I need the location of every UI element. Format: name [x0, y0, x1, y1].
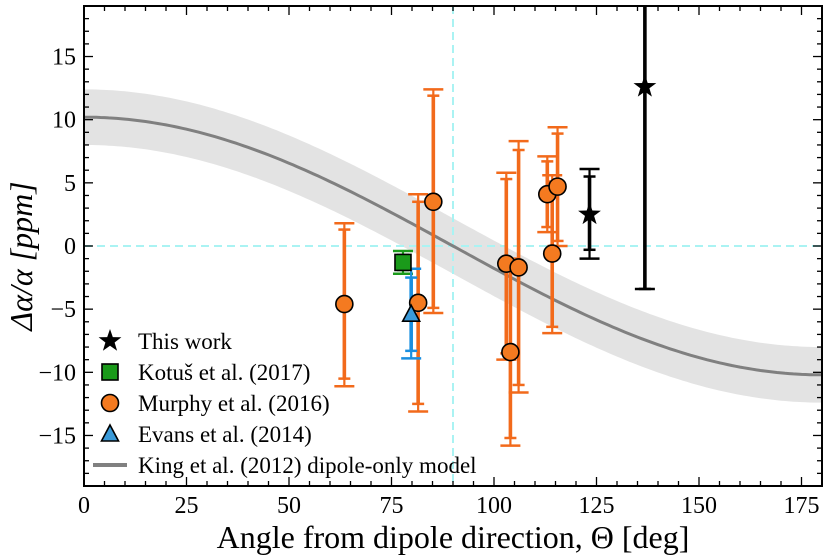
error-bars — [334, 6, 655, 447]
y-tick-label: 5 — [64, 171, 76, 197]
legend: This work Kotuš et al. (2017) Murphy et al… — [93, 329, 477, 478]
marker-s2-p0 — [335, 294, 354, 314]
x-tick-label: 50 — [277, 493, 301, 519]
legend-marker-3 — [100, 423, 120, 442]
marker-s1-p0 — [394, 253, 412, 272]
marker-s2-p7 — [542, 244, 562, 263]
y-tick-label: 15 — [52, 45, 76, 71]
legend-label-2: Murphy et al. (2016) — [138, 391, 330, 416]
legend-label-1: Kotuš et al. (2017) — [138, 360, 310, 385]
marker-s0-p0 — [578, 202, 601, 225]
x-tick-label: 100 — [476, 493, 512, 519]
legend-marker-2 — [100, 393, 120, 413]
marker-s2-p8 — [548, 177, 567, 196]
x-tick-label: 25 — [175, 493, 199, 519]
x-tick-label: 0 — [78, 493, 90, 519]
y-tick-label: 0 — [64, 234, 76, 260]
plot-area — [84, 6, 822, 486]
x-tick-label: 175 — [784, 493, 820, 519]
y-tick-label: −10 — [38, 360, 76, 386]
x-axis-label: Angle from dipole direction, Θ [deg] — [217, 519, 690, 555]
marker-s2-p1 — [408, 293, 428, 313]
x-tick-label: 125 — [579, 493, 615, 519]
y-tick-label: −5 — [50, 297, 76, 323]
y-axis-label: Δα/α [ppm] — [3, 181, 39, 332]
legend-label-0: This work — [138, 329, 232, 354]
marker-s0-p1 — [633, 74, 657, 97]
marker-s2-p5 — [509, 258, 528, 277]
marker-s3-p0 — [401, 303, 422, 323]
y-tick-label: 10 — [52, 108, 76, 134]
x-tick-label: 75 — [380, 493, 404, 519]
y-tick-label: −15 — [38, 423, 76, 449]
marker-s2-p4 — [501, 342, 520, 362]
dipole-model-line — [84, 115, 822, 377]
legend-label-4: King et al. (2012) dipole-only model — [138, 453, 477, 478]
legend-marker-0 — [98, 329, 122, 351]
data-markers — [335, 74, 657, 362]
axes: 0 25 50 75 100 125 150 175 −15 −10 −5 0 5 10 15 — [38, 5, 823, 519]
legend-label-3: Evans et al. (2014) — [138, 422, 312, 447]
marker-s2-p2 — [424, 192, 443, 212]
legend-marker-1 — [101, 363, 119, 381]
x-tick-label: 150 — [681, 493, 717, 519]
